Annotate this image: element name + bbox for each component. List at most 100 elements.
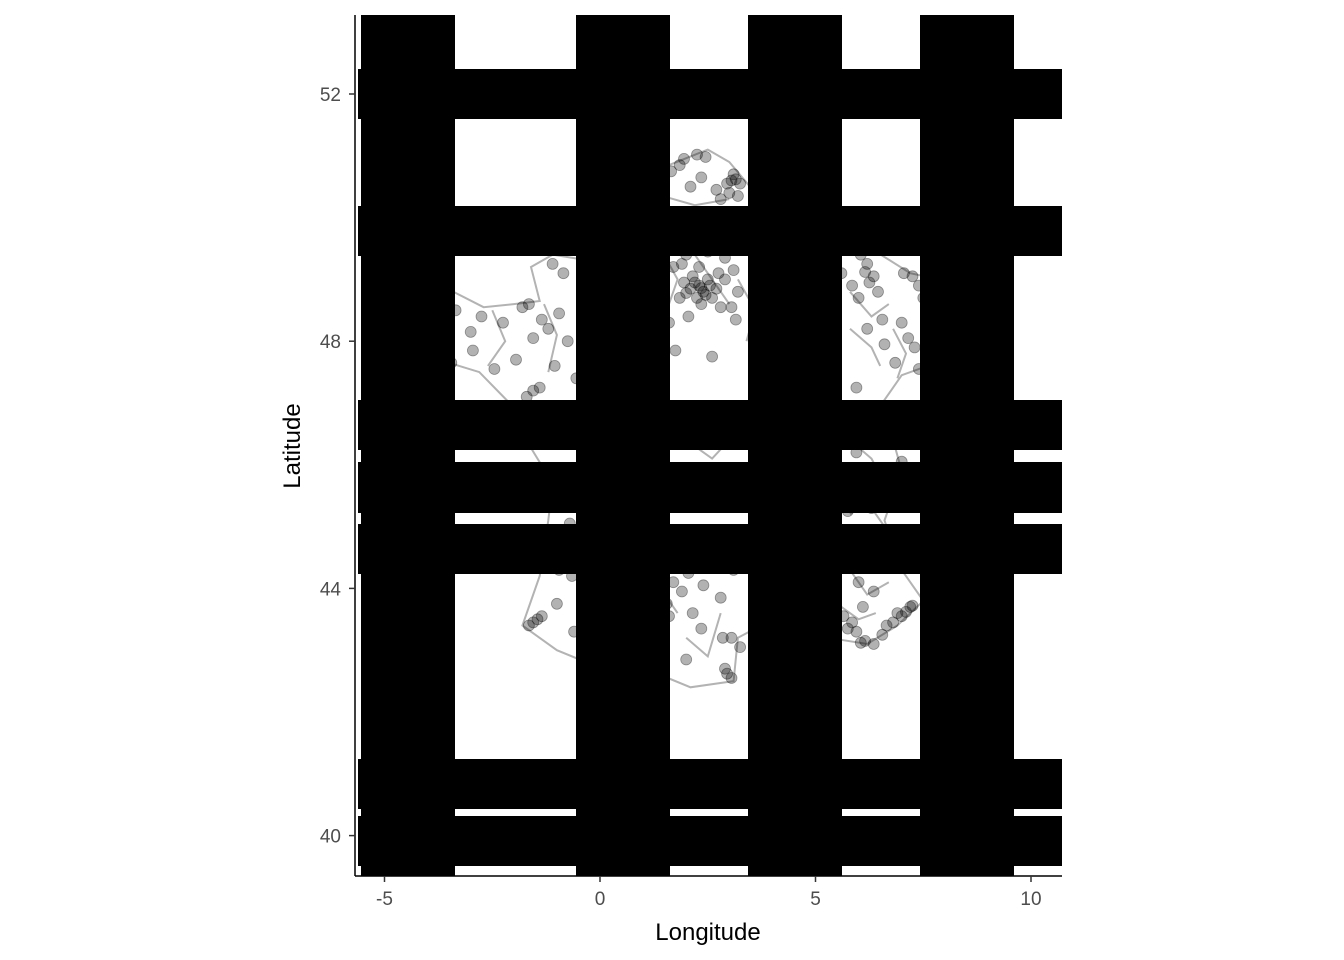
city-point (527, 384, 540, 397)
city-point (680, 653, 693, 666)
y-axis-title: Latitude (279, 403, 306, 488)
y-tick-label: 52 (320, 85, 341, 106)
city-point (673, 291, 686, 304)
city-point (906, 599, 919, 612)
city-point (721, 667, 733, 680)
city-point (850, 381, 863, 394)
city-point (475, 310, 488, 323)
city-point (725, 174, 738, 187)
city-point (867, 638, 880, 650)
city-point (734, 177, 746, 190)
x-tick-label: 10 (1020, 889, 1041, 910)
city-point (859, 266, 871, 278)
city-point (714, 193, 727, 206)
horizontal-band (358, 206, 1062, 256)
city-point (464, 325, 477, 338)
city-point (697, 579, 710, 592)
city-point (727, 264, 740, 277)
city-point (678, 276, 690, 289)
city-point (852, 576, 865, 589)
city-point (729, 173, 742, 186)
city-point (684, 180, 697, 193)
horizontal-band (358, 69, 1062, 119)
city-point (546, 257, 559, 270)
horizontal-band (358, 462, 1062, 513)
horizontal-band (358, 524, 1062, 574)
city-point (535, 313, 548, 326)
city-point (719, 662, 731, 675)
city-point (714, 591, 727, 604)
city-point (891, 607, 904, 619)
department-border (849, 328, 882, 367)
city-point (466, 344, 479, 357)
city-point (497, 316, 509, 329)
city-point (706, 291, 718, 304)
city-point (895, 610, 908, 623)
city-point (695, 282, 708, 295)
city-point (678, 152, 690, 165)
city-point (701, 273, 714, 286)
y-tick-label: 40 (320, 827, 341, 848)
city-point (725, 631, 738, 644)
city-point (706, 350, 718, 363)
city-point (686, 607, 699, 619)
city-point (488, 363, 501, 375)
department-border (685, 612, 722, 659)
city-point (693, 261, 705, 273)
city-point (876, 313, 889, 326)
city-point (551, 597, 563, 610)
city-point (531, 613, 544, 626)
city-point (516, 301, 529, 314)
y-axis-ticks: 40 44 48 52 (320, 85, 355, 848)
city-point (533, 381, 546, 394)
city-point (872, 285, 884, 298)
city-point (699, 151, 712, 163)
city-point (850, 625, 863, 638)
city-point (861, 257, 874, 270)
city-point (553, 307, 565, 320)
city-point (686, 270, 699, 283)
city-point (908, 341, 921, 354)
occlusion-bands (358, 15, 1062, 876)
city-point (719, 273, 731, 286)
city-point (684, 282, 697, 295)
city-point (680, 287, 693, 299)
city-point (727, 168, 740, 181)
city-point (867, 585, 880, 598)
city-point (887, 616, 899, 629)
city-point (732, 285, 744, 298)
city-point (676, 585, 688, 598)
y-tick-label: 44 (320, 579, 342, 600)
city-point (723, 186, 736, 199)
department-border (849, 291, 890, 318)
x-tick-label: 0 (595, 889, 606, 910)
city-point (542, 322, 555, 335)
city-point (895, 316, 908, 329)
city-point (669, 344, 682, 357)
city-point (697, 285, 710, 298)
city-point (841, 622, 854, 635)
department-border (487, 309, 507, 367)
city-point (900, 606, 912, 618)
city-point (548, 359, 561, 372)
city-point (854, 636, 867, 649)
city-point (857, 601, 869, 613)
city-point (861, 322, 874, 335)
city-point (880, 619, 893, 632)
city-point (721, 177, 733, 190)
city-point (535, 610, 548, 623)
horizontal-band (358, 816, 1062, 866)
city-point (725, 301, 738, 314)
city-point (898, 267, 910, 280)
x-tick-label: -5 (376, 889, 393, 910)
city-point (523, 619, 535, 632)
city-point (876, 628, 889, 641)
city-point (691, 291, 703, 304)
city-point (729, 313, 742, 326)
city-point (561, 335, 574, 348)
city-point (859, 635, 871, 647)
city-point (704, 279, 716, 292)
city-point (693, 279, 705, 292)
city-point (716, 631, 729, 644)
